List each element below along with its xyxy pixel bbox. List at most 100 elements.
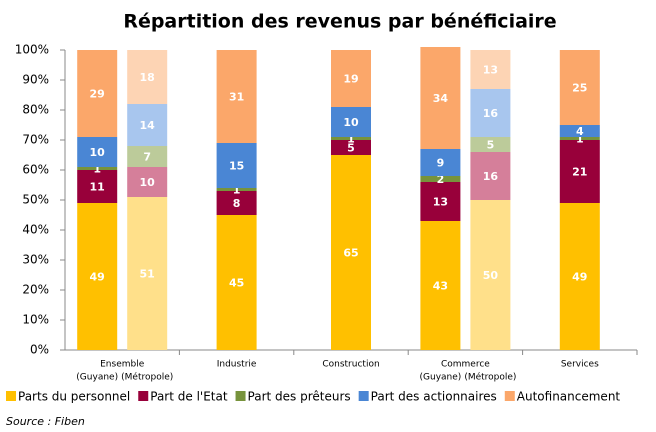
data-label: 13	[483, 64, 498, 77]
y-tick-label: 100%	[15, 43, 49, 57]
category-label: (Métropole)	[121, 372, 173, 383]
legend-swatch	[358, 391, 369, 401]
data-label: 5	[487, 139, 495, 152]
data-label: 18	[140, 71, 155, 84]
data-label: 4	[576, 125, 584, 138]
bar-segment	[470, 152, 511, 200]
legend-swatch	[6, 391, 16, 401]
bar-segment	[420, 221, 461, 350]
bar-segment	[216, 188, 257, 191]
category-label: (Guyane)	[76, 373, 118, 383]
data-label: 34	[433, 92, 449, 105]
bar-segment	[127, 146, 168, 167]
category-label: (Guyane)	[420, 373, 462, 383]
bar-segment	[216, 191, 257, 215]
bar-segment	[77, 50, 118, 137]
data-label: 43	[433, 280, 448, 293]
legend-label: Part de l'Etat	[150, 390, 228, 404]
data-label: 50	[483, 269, 499, 282]
data-label: 16	[483, 170, 499, 183]
bar-segment	[216, 50, 257, 143]
data-label: 10	[90, 146, 106, 159]
data-label: 21	[572, 166, 587, 179]
data-label: 13	[433, 196, 448, 209]
group-label: Commerce	[441, 360, 490, 370]
bar-segment	[420, 182, 461, 221]
y-tick-label: 50%	[22, 193, 49, 207]
chart-title: Répartition des revenus par bénéficiaire	[123, 11, 556, 33]
bar-segment	[470, 137, 511, 152]
bar-segment	[559, 125, 600, 137]
bar-segment	[216, 215, 257, 350]
bar-segment	[559, 203, 600, 350]
group-label: Construction	[322, 360, 379, 370]
data-label: 1	[347, 133, 355, 146]
bar-segment	[470, 200, 511, 350]
data-label: 11	[90, 181, 105, 194]
data-label: 16	[483, 107, 499, 120]
group-label: Ensemble	[100, 360, 145, 370]
data-label: 5	[347, 142, 355, 155]
bar-segment	[331, 50, 371, 107]
data-label: 7	[143, 151, 151, 164]
bar-segment	[331, 107, 371, 137]
bar-segment	[127, 197, 168, 350]
bar-segment	[77, 137, 118, 167]
y-tick-label: 90%	[22, 73, 49, 87]
data-label: 1	[233, 184, 241, 197]
data-label: 1	[93, 163, 101, 176]
bar-segment	[559, 50, 600, 125]
data-label: 51	[140, 268, 155, 281]
legend-label: Part des actionnaires	[371, 390, 497, 404]
bar-segment	[331, 155, 371, 350]
data-label: 1	[576, 133, 584, 146]
legend-label: Parts du personnel	[18, 390, 130, 404]
data-label: 14	[140, 119, 156, 132]
bar-segment	[127, 50, 168, 104]
source: Source : Fiben	[6, 415, 85, 428]
group-label: Services	[561, 360, 599, 370]
bar-segment	[420, 149, 461, 176]
group-label: Industrie	[217, 360, 257, 370]
bar-segment	[559, 140, 600, 203]
bar-segment	[77, 203, 118, 350]
data-label: 65	[343, 247, 358, 260]
legend-swatch	[504, 391, 515, 401]
bar-segment	[77, 167, 118, 170]
bar-segment	[470, 50, 511, 89]
data-label: 9	[437, 157, 445, 170]
data-label: 29	[90, 88, 105, 101]
data-label: 10	[343, 116, 359, 129]
bar-segment	[127, 167, 168, 197]
bar-segment	[559, 137, 600, 140]
y-tick-label: 20%	[22, 283, 49, 297]
y-tick-label: 70%	[22, 133, 49, 147]
bar-segment	[331, 140, 371, 155]
data-label: 15	[229, 160, 244, 173]
bar-segment	[127, 104, 168, 146]
y-tick-label: 0%	[30, 343, 49, 357]
legend-swatch	[138, 391, 149, 401]
data-label: 49	[572, 271, 587, 284]
data-label: 25	[572, 82, 587, 95]
data-label: 19	[343, 73, 358, 86]
bar-segment	[420, 176, 461, 182]
data-label: 2	[437, 173, 445, 186]
y-tick-label: 10%	[22, 313, 49, 327]
y-tick-label: 60%	[22, 163, 49, 177]
bar-segment	[77, 170, 118, 203]
legend-label: Autofinancement	[517, 390, 621, 404]
y-tick-label: 80%	[22, 103, 49, 117]
legend-label: Part des prêteurs	[248, 390, 351, 404]
y-tick-label: 30%	[22, 253, 49, 267]
data-label: 31	[229, 91, 244, 104]
data-label: 49	[90, 271, 105, 284]
data-label: 8	[233, 197, 241, 210]
y-tick-label: 40%	[22, 223, 49, 237]
bar-segment	[420, 47, 461, 149]
bar-segment	[331, 137, 371, 140]
bar-segment	[216, 143, 257, 188]
legend-swatch	[235, 391, 246, 401]
category-label: (Métropole)	[464, 372, 516, 383]
